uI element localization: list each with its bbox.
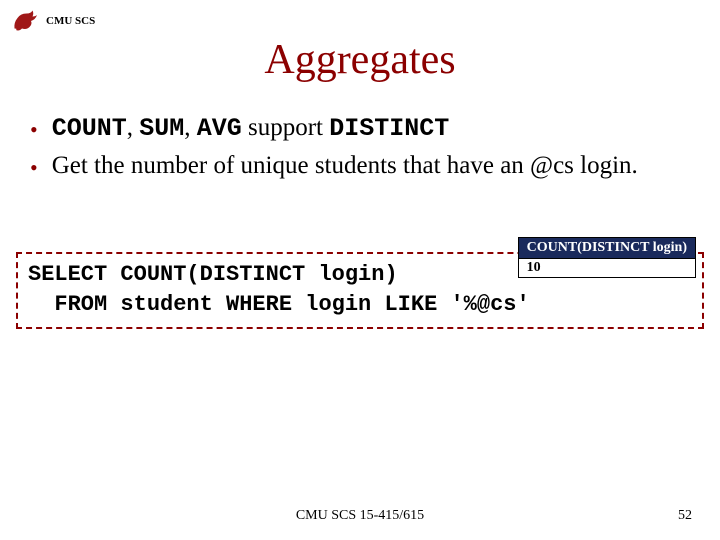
slide-header: CMU SCS xyxy=(10,6,95,36)
bullet-item: • Get the number of unique students that… xyxy=(30,150,690,183)
bullet-marker-icon: • xyxy=(30,116,38,145)
header-label: CMU SCS xyxy=(46,15,95,27)
scotty-logo-icon xyxy=(10,6,40,36)
code-line: FROM student WHERE login LIKE '%@cs' xyxy=(28,292,530,317)
keyword-sum: SUM xyxy=(139,114,184,143)
bullet-text: COUNT, SUM, AVG support DISTINCT xyxy=(52,112,450,146)
bullet-item: • COUNT, SUM, AVG support DISTINCT xyxy=(30,112,690,146)
result-table: COUNT(DISTINCT login) 10 xyxy=(518,237,696,278)
bullet-list: • COUNT, SUM, AVG support DISTINCT • Get… xyxy=(30,112,690,186)
keyword-distinct: DISTINCT xyxy=(329,114,449,143)
result-header: COUNT(DISTINCT login) xyxy=(519,238,695,258)
bullet-text: Get the number of unique students that h… xyxy=(52,150,638,183)
result-value: 10 xyxy=(519,258,695,277)
bullet-marker-icon: • xyxy=(30,154,38,183)
keyword-avg: AVG xyxy=(197,114,242,143)
footer-page-number: 52 xyxy=(678,508,692,524)
slide-title: Aggregates xyxy=(0,36,720,84)
keyword-count: COUNT xyxy=(52,114,127,143)
code-line: SELECT COUNT(DISTINCT login) xyxy=(28,262,398,287)
footer-course: CMU SCS 15-415/615 xyxy=(0,508,720,524)
